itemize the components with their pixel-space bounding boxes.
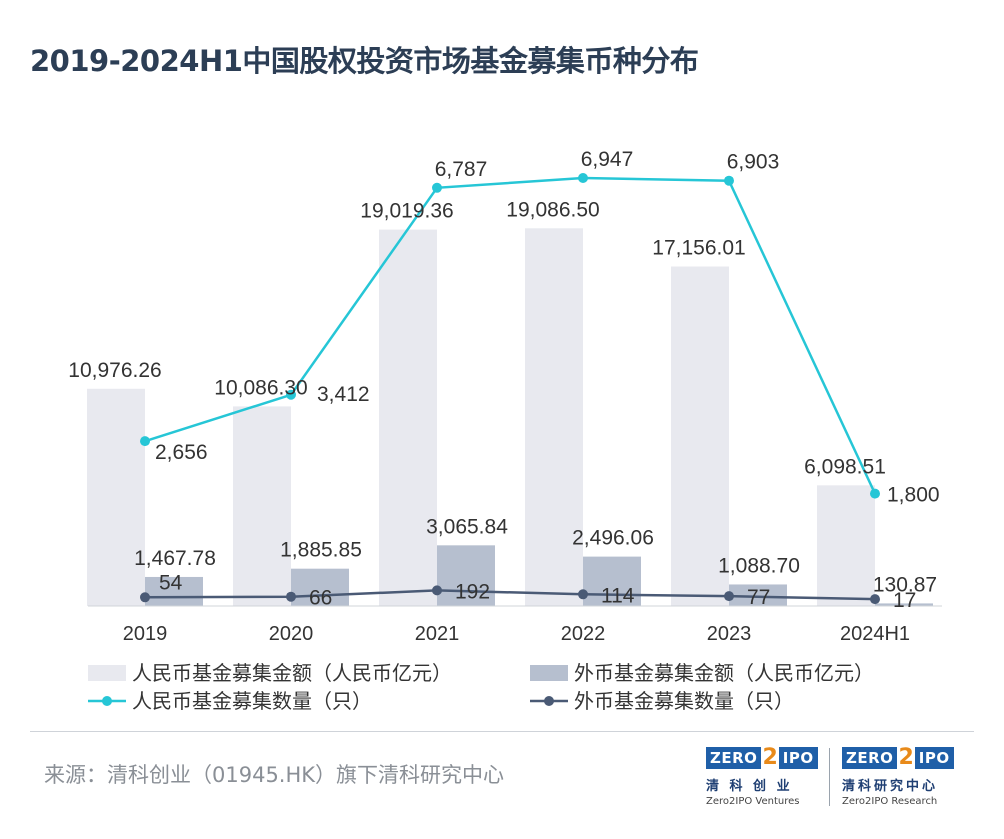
- zero2ipo-research-logo: ZERO 2 IPO 清科研究中心 Zero2IPO Research: [842, 745, 970, 811]
- legend-label-0: 人民币基金募集金额（人民币亿元）: [132, 661, 452, 685]
- rmb-bar-label-2024H1: 6,098.51: [804, 455, 886, 478]
- rmb-count-point-2023: [724, 175, 734, 186]
- rmb-count-label-2023: 6,903: [727, 151, 780, 174]
- fx-bar-2019: [145, 576, 203, 606]
- rmb-count-label-2019: 2,656: [155, 441, 208, 464]
- chart-canvas: 10,976.26 1,467.78 10,086.30 1,885.85 19,019…: [68, 148, 942, 713]
- x-tick-2024H1: 2024H1: [840, 623, 910, 645]
- rmb-bar-label-2020: 10,086.30: [214, 376, 307, 399]
- x-axis-tick-labels: 2019 2020 2021 2022 2023 2024H1: [123, 623, 910, 645]
- fx-count-point-2024H1: [870, 594, 880, 605]
- fx-bar-2020: [291, 568, 349, 606]
- rmb-bar-2023: [671, 266, 729, 606]
- rmb-bar-2024H1: [817, 485, 875, 606]
- rmb-bar-label-2022: 19,086.50: [506, 198, 599, 221]
- fx-bar-label-2023: 1,088.70: [718, 554, 800, 577]
- fx-count-point-2020: [286, 591, 296, 602]
- fx-count-point-2022: [578, 589, 588, 600]
- source-note: 来源：清科创业（01945.HK）旗下清科研究中心: [44, 763, 505, 787]
- rmb-count-point-2022: [578, 173, 588, 183]
- rmb-bar-2022: [525, 228, 583, 606]
- rmb-bars: [87, 228, 875, 606]
- rmb-bar-label-2023: 17,156.01: [652, 236, 745, 259]
- rmb-count-label-2024H1: 1,800: [887, 484, 940, 507]
- rmb-bar-label-2021: 19,019.36: [360, 200, 453, 223]
- fx-bar-label-2021: 3,065.84: [426, 515, 508, 538]
- rmb-count-point-2021: [432, 182, 442, 193]
- rmb-count-point-2024H1: [870, 488, 880, 499]
- rmb-bar-label-2019: 10,976.26: [68, 359, 161, 382]
- rmb-count-point-2019: [140, 436, 150, 447]
- legend-label-3: 外币基金募集数量（只）: [574, 689, 794, 713]
- fx-count-label-2024H1: 17: [893, 589, 916, 612]
- rmb-bar-2020: [233, 406, 291, 606]
- legend-marker-3: [544, 696, 554, 706]
- rmb-count-point-2020: [286, 389, 296, 400]
- legend: 人民币基金募集金额（人民币亿元） 外币基金募集金额（人民币亿元） 人民币基金募集数量…: [88, 661, 874, 713]
- x-tick-2022: 2022: [561, 623, 606, 645]
- fx-count-point-2019: [140, 592, 150, 603]
- fx-bar-label-2020: 1,885.85: [280, 539, 362, 562]
- legend-marker-2: [102, 696, 112, 706]
- fx-bar-2023: [729, 584, 787, 606]
- fx-count-point-2023: [724, 591, 734, 602]
- fx-bars: [145, 545, 933, 606]
- legend-label-1: 外币基金募集金额（人民币亿元）: [574, 661, 874, 685]
- fx-count-label-2023: 77: [747, 586, 770, 609]
- fx-bar-label-2022: 2,496.06: [572, 527, 654, 550]
- x-tick-2020: 2020: [269, 623, 314, 645]
- fx-bar-label-2024H1: 130.87: [873, 573, 937, 596]
- logo-separator: [829, 748, 830, 806]
- rmb-count-label-2021: 6,787: [435, 158, 488, 181]
- fx-count-label-2021: 192: [455, 580, 490, 603]
- chart-title: 2019-2024H1中国股权投资市场基金募集币种分布: [30, 44, 699, 78]
- footer-divider: [30, 731, 974, 732]
- legend-label-2: 人民币基金募集数量（只）: [132, 689, 372, 713]
- rmb-count-label-2020: 3,412: [317, 383, 370, 406]
- fx-bar-2024H1: [875, 603, 933, 606]
- fx-count-label-2019: 54: [159, 571, 183, 594]
- legend-swatch-0: [88, 665, 126, 681]
- x-tick-2019: 2019: [123, 623, 168, 645]
- rmb-count-line: [144, 176, 877, 495]
- data-labels: 10,976.26 1,467.78 10,086.30 1,885.85 19,019…: [68, 148, 939, 612]
- line-series: [140, 173, 880, 605]
- x-tick-2023: 2023: [707, 623, 752, 645]
- fx-count-label-2020: 66: [309, 587, 332, 610]
- rmb-bar-2019: [87, 388, 145, 606]
- zero2ipo-ventures-logo: ZERO 2 IPO 清 科 创 业 Zero2IPO Ventures: [706, 745, 834, 811]
- legend-swatch-1: [530, 665, 568, 681]
- rmb-count-label-2022: 6,947: [581, 148, 634, 171]
- rmb-bar-2021: [379, 229, 437, 606]
- fx-bar-2022: [583, 556, 641, 606]
- fx-count-line: [144, 589, 876, 601]
- fx-bar-label-2019: 1,467.78: [134, 547, 216, 570]
- fx-bar-2021: [437, 545, 495, 606]
- fx-count-label-2022: 114: [601, 584, 635, 607]
- x-tick-2021: 2021: [415, 623, 460, 645]
- fx-count-point-2021: [432, 585, 442, 596]
